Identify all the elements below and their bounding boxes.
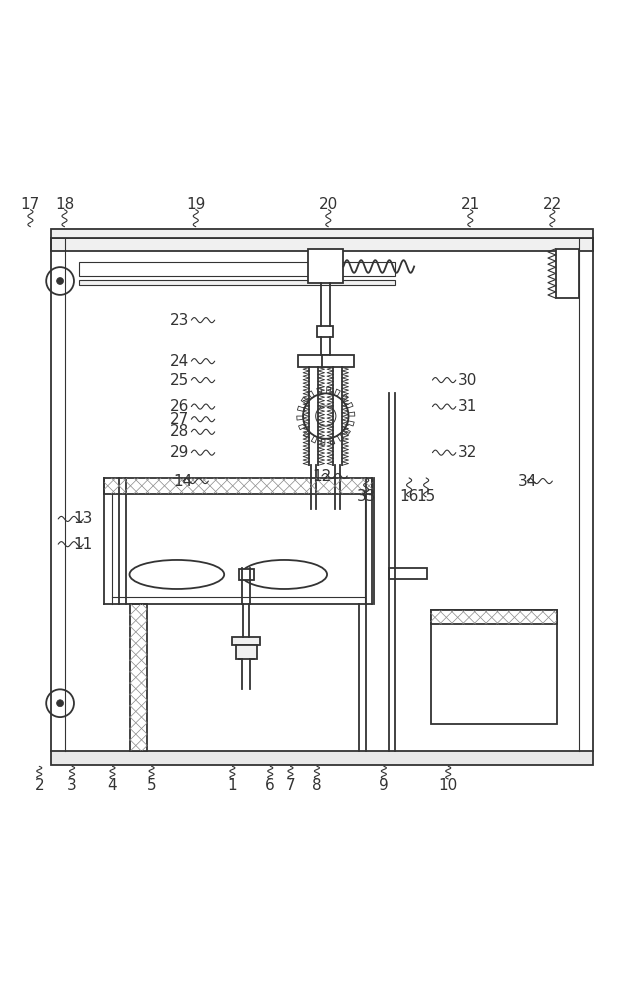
Bar — [51, 751, 593, 765]
Bar — [232, 637, 260, 645]
Bar — [236, 645, 257, 659]
Bar — [431, 610, 557, 724]
Text: 5: 5 — [147, 778, 156, 793]
Text: 27: 27 — [171, 412, 189, 427]
Text: 32: 32 — [457, 445, 477, 460]
Bar — [104, 478, 372, 494]
Circle shape — [57, 278, 64, 284]
Bar — [317, 326, 334, 337]
Circle shape — [57, 700, 64, 707]
Text: 33: 33 — [356, 489, 376, 504]
Text: 17: 17 — [21, 197, 40, 212]
Text: 15: 15 — [417, 489, 436, 504]
Text: 8: 8 — [312, 778, 322, 793]
Text: 13: 13 — [74, 511, 93, 526]
Text: 22: 22 — [543, 197, 562, 212]
Text: 23: 23 — [170, 313, 190, 328]
Bar — [556, 249, 580, 298]
Text: 31: 31 — [457, 399, 477, 414]
Text: 10: 10 — [439, 778, 458, 793]
Bar — [308, 249, 343, 283]
Text: 7: 7 — [286, 778, 295, 793]
Text: 26: 26 — [170, 399, 190, 414]
Text: 29: 29 — [170, 445, 190, 460]
Text: 25: 25 — [171, 373, 189, 388]
Text: 11: 11 — [74, 537, 93, 552]
Bar — [51, 238, 593, 251]
Bar — [389, 568, 427, 579]
Text: 3: 3 — [67, 778, 77, 793]
Text: 18: 18 — [55, 197, 74, 212]
Text: 4: 4 — [108, 778, 117, 793]
Text: 24: 24 — [171, 354, 189, 369]
Text: 30: 30 — [457, 373, 477, 388]
Bar — [322, 355, 354, 367]
Text: 2: 2 — [34, 778, 44, 793]
Text: 21: 21 — [460, 197, 480, 212]
Bar — [298, 355, 330, 367]
Bar — [239, 569, 254, 580]
Text: 1: 1 — [227, 778, 237, 793]
Text: 14: 14 — [173, 474, 193, 489]
Text: 16: 16 — [399, 489, 419, 504]
Text: 9: 9 — [379, 778, 389, 793]
Text: 12: 12 — [312, 469, 332, 484]
Bar — [129, 604, 147, 751]
Bar — [79, 262, 395, 276]
Text: 34: 34 — [517, 474, 537, 489]
Bar — [431, 610, 557, 624]
Bar — [51, 229, 593, 238]
Text: 20: 20 — [319, 197, 338, 212]
Text: 19: 19 — [186, 197, 205, 212]
Text: 28: 28 — [171, 424, 189, 439]
Bar — [79, 280, 395, 285]
Text: 6: 6 — [265, 778, 275, 793]
